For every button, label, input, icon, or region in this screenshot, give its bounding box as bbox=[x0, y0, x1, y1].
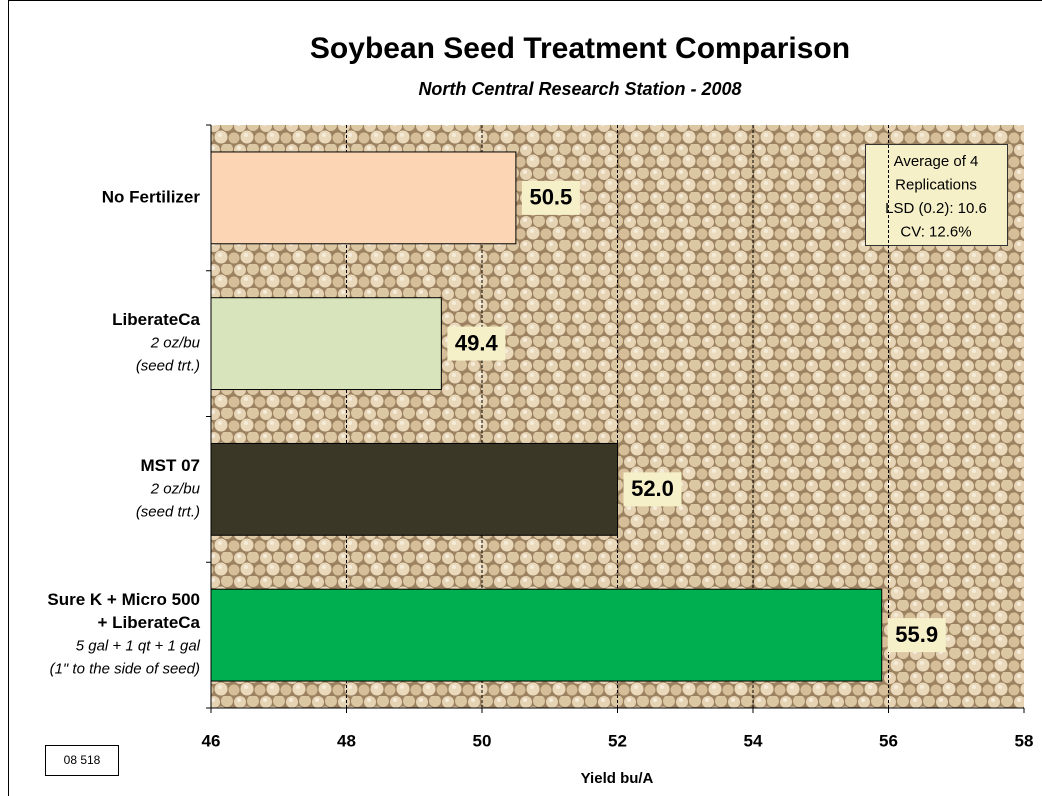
chart-subtitle: North Central Research Station - 2008 bbox=[418, 79, 741, 99]
category-label: No Fertilizer bbox=[102, 187, 201, 206]
chart: Soybean Seed Treatment Comparison North … bbox=[0, 0, 1042, 796]
x-tick-label: 50 bbox=[473, 731, 492, 750]
category-note: (1" to the side of seed) bbox=[50, 661, 200, 678]
category-note: 2 oz/bu bbox=[150, 480, 201, 497]
x-tick-label: 52 bbox=[608, 731, 627, 750]
bar bbox=[211, 443, 618, 535]
value-label: 55.9 bbox=[895, 622, 938, 647]
chart-title: Soybean Seed Treatment Comparison bbox=[310, 32, 850, 65]
category-note: 2 oz/bu bbox=[150, 335, 201, 352]
bar bbox=[211, 589, 882, 681]
category-note: 5 gal + 1 qt + 1 gal bbox=[76, 638, 201, 655]
category-note: (seed trt.) bbox=[136, 358, 200, 375]
annotation-line: Replications bbox=[895, 176, 977, 193]
category-note: (seed trt.) bbox=[136, 503, 200, 520]
category-label: Sure K + Micro 500 bbox=[47, 590, 200, 609]
category-label: + LiberateCa bbox=[97, 613, 200, 632]
value-label: 50.5 bbox=[529, 185, 572, 210]
x-tick-label: 54 bbox=[744, 731, 763, 750]
bar bbox=[211, 152, 516, 244]
value-label: 52.0 bbox=[631, 476, 674, 501]
annotation-line: CV: 12.6% bbox=[900, 223, 971, 240]
category-label: LiberateCa bbox=[112, 310, 200, 329]
value-label: 49.4 bbox=[455, 330, 499, 355]
annotation-line: LSD (0.2): 10.6 bbox=[885, 200, 987, 217]
code-label: 08 518 bbox=[64, 753, 101, 767]
category-label: MST 07 bbox=[140, 456, 200, 475]
x-tick-label: 46 bbox=[202, 731, 221, 750]
x-tick-label: 48 bbox=[337, 731, 356, 750]
x-axis-title: Yield bu/A bbox=[581, 770, 654, 787]
x-tick-label: 56 bbox=[879, 731, 898, 750]
x-tick-label: 58 bbox=[1015, 731, 1034, 750]
annotation-line: Average of 4 bbox=[894, 153, 979, 170]
bar bbox=[211, 298, 441, 390]
